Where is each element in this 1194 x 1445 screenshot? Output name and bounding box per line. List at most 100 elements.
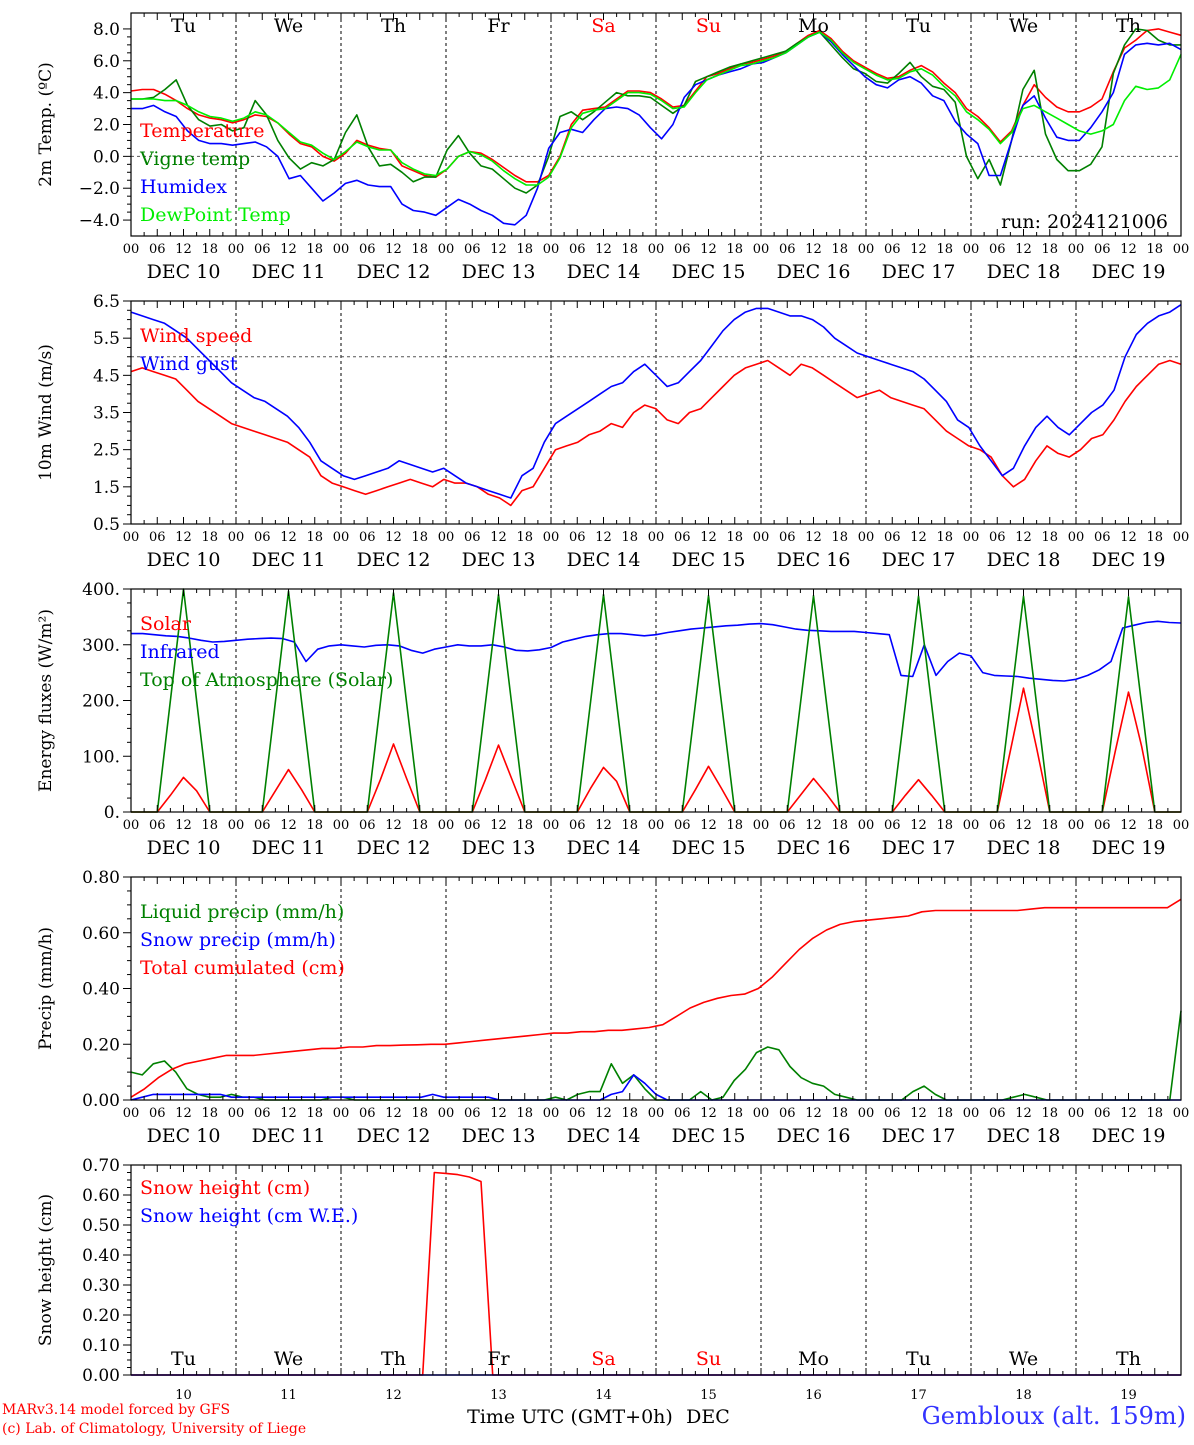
day-label: DEC 14 — [567, 549, 641, 571]
x-tick-label: 06 — [464, 1106, 481, 1121]
x-tick-label: 06 — [359, 530, 376, 545]
x-tick-label: 12 — [700, 530, 717, 545]
weekday-label: Mo — [798, 15, 829, 37]
x-tick-label: 12 — [1015, 242, 1032, 257]
y-axis-label: Snow height (cm) — [36, 1194, 56, 1346]
x-tick-label: 18 — [1146, 1106, 1163, 1121]
x-tick-label: 00 — [333, 1106, 350, 1121]
weekday-label: Th — [1116, 15, 1141, 37]
series-line-liquid-precip-mm-h- — [130, 1010, 1182, 1101]
x-tick-label: 00 — [858, 530, 875, 545]
y-tick-label: 0.0 — [93, 147, 120, 167]
x-tick-label: 12 — [280, 1106, 297, 1121]
x-tick-label: 06 — [674, 818, 691, 833]
y-tick-label: 5.5 — [93, 329, 120, 349]
x-tick-label: 18 — [1041, 530, 1058, 545]
day-label: DEC 10 — [147, 549, 221, 571]
day-number-label: 13 — [490, 1388, 507, 1403]
y-tick-label: 0.70 — [82, 1156, 120, 1176]
x-tick-label: 12 — [490, 818, 507, 833]
x-tick-label: 12 — [595, 1106, 612, 1121]
x-tick-label: 18 — [936, 242, 953, 257]
series-line-wind-speed — [130, 359, 1182, 507]
plot-frame — [130, 12, 1182, 237]
weekday-label: We — [1009, 15, 1038, 37]
weekday-label: Mo — [798, 1348, 829, 1370]
x-tick-label: 00 — [963, 1106, 980, 1121]
x-tick-label: 12 — [1120, 530, 1137, 545]
day-label: DEC 10 — [147, 837, 221, 859]
day-label: DEC 18 — [987, 261, 1061, 283]
x-tick-label: 06 — [359, 242, 376, 257]
y-tick-label: 0.40 — [82, 980, 120, 1000]
x-tick-label: 00 — [123, 1106, 140, 1121]
x-tick-label: 12 — [175, 242, 192, 257]
legend-entry: Liquid precip (mm/h) — [140, 901, 344, 923]
x-tick-label: 00 — [1068, 818, 1085, 833]
x-tick-label: 00 — [1173, 818, 1190, 833]
day-label: DEC 15 — [672, 549, 746, 571]
x-tick-label: 18 — [621, 242, 638, 257]
x-tick-label: 00 — [438, 242, 455, 257]
y-tick-label: 0.20 — [82, 1035, 120, 1055]
x-tick-label: 06 — [779, 818, 796, 833]
x-tick-label: 06 — [254, 242, 271, 257]
y-tick-label: 3.5 — [93, 404, 120, 424]
weekday-label: Fr — [487, 15, 510, 37]
day-label: DEC 13 — [462, 261, 536, 283]
y-axis-label: Energy fluxes (W/m²) — [36, 609, 56, 792]
legend-entry: Temperature — [140, 120, 264, 142]
day-label: DEC 17 — [882, 549, 956, 571]
x-tick-label: 00 — [438, 530, 455, 545]
x-tick-label: 00 — [123, 530, 140, 545]
x-tick-label: 06 — [464, 818, 481, 833]
x-tick-label: 18 — [201, 1106, 218, 1121]
x-tick-label: 00 — [648, 242, 665, 257]
day-number-label: 16 — [805, 1388, 822, 1403]
x-tick-label: 18 — [411, 1106, 428, 1121]
weekday-label: Sa — [591, 1348, 615, 1370]
x-tick-label: 12 — [280, 242, 297, 257]
x-tick-label: 00 — [543, 242, 560, 257]
legend-entry: DewPoint Temp — [140, 204, 291, 226]
panel-4: 0.00 0.20 0.40 0.60 0.80 Precip (mm/h) 00 06 12 1… — [36, 868, 1189, 1147]
x-tick-label: 18 — [516, 242, 533, 257]
x-tick-label: 00 — [333, 818, 350, 833]
day-label: DEC 16 — [777, 837, 851, 859]
day-label: DEC 15 — [672, 837, 746, 859]
day-label: DEC 19 — [1092, 261, 1166, 283]
x-tick-label: 06 — [1094, 530, 1111, 545]
day-label: DEC 15 — [672, 1125, 746, 1147]
x-tick-label: 00 — [648, 1106, 665, 1121]
y-tick-label: 0.00 — [82, 1091, 120, 1111]
day-number-label: 19 — [1120, 1388, 1137, 1403]
day-label: DEC 19 — [1092, 837, 1166, 859]
x-tick-label: 18 — [726, 1106, 743, 1121]
x-tick-label: 12 — [910, 818, 927, 833]
x-tick-label: 12 — [175, 1106, 192, 1121]
x-tick-label: 06 — [989, 818, 1006, 833]
day-label: DEC 17 — [882, 837, 956, 859]
y-axis-label: 2m Temp. (ºC) — [36, 62, 56, 187]
panel-5: 0.00 0.10 0.20 0.30 0.40 0.50 0.60 0.70 Snow hei… — [36, 1156, 1182, 1428]
x-tick-label: 06 — [569, 530, 586, 545]
y-tick-label: 0.20 — [82, 1306, 120, 1326]
copyright-credit: (c) Lab. of Climatology, University of L… — [2, 1421, 307, 1437]
plot-frame — [130, 300, 1182, 525]
x-tick-label: 12 — [595, 242, 612, 257]
weekday-label: Tu — [171, 1348, 196, 1370]
x-tick-label: 06 — [989, 242, 1006, 257]
x-tick-label: 00 — [438, 1106, 455, 1121]
day-label: DEC 16 — [777, 261, 851, 283]
x-tick-label: 18 — [831, 818, 848, 833]
day-number-label: 18 — [1015, 1388, 1032, 1403]
x-tick-label: 18 — [621, 1106, 638, 1121]
x-tick-label: 18 — [306, 1106, 323, 1121]
x-tick-label: 06 — [149, 242, 166, 257]
day-number-label: 15 — [700, 1388, 717, 1403]
series-line-dewpoint-temp — [131, 31, 1182, 186]
day-label: DEC 15 — [672, 261, 746, 283]
x-tick-label: 00 — [1068, 1106, 1085, 1121]
day-label: DEC 12 — [357, 837, 431, 859]
